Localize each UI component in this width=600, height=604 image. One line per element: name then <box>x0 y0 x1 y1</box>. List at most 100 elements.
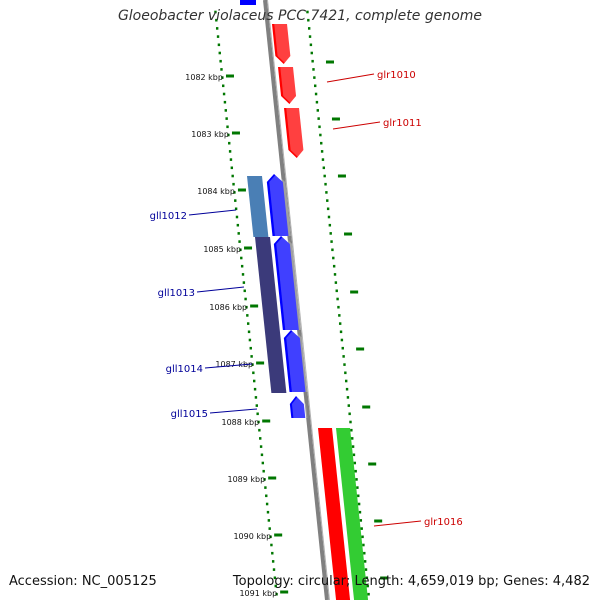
ruler-dot <box>232 182 235 186</box>
ruler-ticks: 1082 kbp 1083 kbp 1084 kbp 1085 kbp 1086 kbp… <box>185 60 389 598</box>
ruler-tick-label: 1084 kbp <box>197 187 235 196</box>
gene-arrows <box>240 0 369 600</box>
ruler-dot <box>311 59 314 63</box>
ruler-dot <box>264 486 267 489</box>
gene-glr1009-arrow-body <box>272 24 291 64</box>
ruler-tick-label: 1086 kbp <box>209 303 247 312</box>
ruler-dot <box>326 207 330 211</box>
gene-glr1016-arrow <box>318 428 351 600</box>
ruler-dot <box>234 207 238 211</box>
gene-label-glr1011: glr1011 <box>383 118 422 129</box>
ruler-dot <box>351 437 354 440</box>
ruler-dot <box>320 150 324 153</box>
gene-gll1014-arrow-body <box>283 330 306 392</box>
ruler-tick-label: 1087 kbp <box>215 360 253 369</box>
ruler-dot <box>270 543 273 547</box>
accession-text: Accession: NC_005125 <box>9 574 157 589</box>
ruler-dot <box>329 232 332 235</box>
ruler-dot <box>216 35 220 38</box>
ruler-dot <box>354 469 357 473</box>
ruler-dot <box>351 445 355 448</box>
ruler-dot <box>366 584 369 588</box>
ruler-dot <box>255 404 258 407</box>
ruler-dot <box>246 322 250 325</box>
gene-leader-line <box>196 286 245 293</box>
ruler-dot <box>271 560 275 563</box>
ruler-dot <box>233 191 236 194</box>
ruler-dot <box>307 18 310 22</box>
ruler-dot <box>241 273 245 276</box>
ruler-dot <box>309 43 313 47</box>
ruler-dot <box>215 27 219 30</box>
ruler-dot <box>246 314 249 317</box>
ruler-dot <box>261 461 265 465</box>
ruler-dot <box>359 519 363 522</box>
outer-dotted-ruler <box>306 10 370 596</box>
gene-glr1010-arrow-body <box>278 67 297 104</box>
gene-leader-line <box>326 73 375 83</box>
gene-leader-line <box>188 209 237 216</box>
ruler-dot <box>307 27 311 30</box>
ruler-dot <box>357 494 360 498</box>
gene-gll1013-arrow <box>273 236 302 330</box>
ruler-dot <box>323 174 326 178</box>
ruler-dot <box>269 535 272 539</box>
gene-glr1011-arrow-body <box>284 108 304 158</box>
ruler-dot <box>322 166 326 170</box>
ruler-tick-mark <box>280 590 289 594</box>
ruler-dot <box>214 10 217 14</box>
gene-labels: glr1010 glr1011 gll1012 gll1013 gll1014 gll10… <box>150 70 463 528</box>
ruler-dot <box>224 109 227 112</box>
ruler-dot <box>236 223 240 227</box>
outer-tick-mark <box>344 232 353 236</box>
ruler-dot <box>344 371 347 375</box>
gene-gll1014-arrow <box>283 330 308 392</box>
ruler-tick-label: 1085 kbp <box>203 245 241 254</box>
gene-label-gll1014: gll1014 <box>166 364 203 375</box>
ruler-dot <box>221 76 224 79</box>
ruler-dot <box>259 445 263 448</box>
ruler-dot <box>254 396 258 399</box>
ruler-dot <box>362 543 365 547</box>
gene-label-gll1012: gll1012 <box>150 211 187 222</box>
map-title: Gloeobacter violaceus PCC 7421, complete… <box>117 8 483 24</box>
ruler-dot <box>258 428 261 432</box>
ruler-tick-mark <box>237 188 246 192</box>
ruler-dot <box>313 76 316 79</box>
ruler-dot <box>247 330 251 334</box>
ruler-dot <box>324 182 327 186</box>
ruler-dot <box>320 141 323 145</box>
gene-gll1015-arrow-shine <box>291 396 308 418</box>
ruler-tick-label: 1091 kbp <box>239 589 277 598</box>
ruler-dot <box>240 264 244 268</box>
outer-tick-mark <box>380 576 389 580</box>
ruler-dot <box>321 158 325 161</box>
gene-gll1014-arrow-shine <box>286 330 308 392</box>
ruler-dot <box>361 535 364 539</box>
ruler-dot <box>235 215 239 219</box>
ruler-dot <box>314 92 318 96</box>
ruler-dot <box>350 428 353 432</box>
ruler-tick-label: 1090 kbp <box>233 532 271 541</box>
gene-gll1015-arrow <box>289 396 308 418</box>
ruler-dot <box>306 10 309 14</box>
ruler-dot <box>332 264 336 268</box>
ruler-dot <box>317 117 320 120</box>
outer-tick-mark <box>325 60 334 64</box>
ruler-dot <box>328 223 332 227</box>
rna-feature-block <box>336 428 369 600</box>
operon-block-dark <box>255 237 287 393</box>
ruler-dot <box>325 191 328 194</box>
ruler-dot <box>308 35 312 38</box>
ruler-dot <box>336 297 339 301</box>
outer-tick-mark <box>356 347 365 351</box>
gene-glr1009-arrow-shine <box>274 24 293 64</box>
gene-label-glr1016: glr1016 <box>424 517 463 528</box>
ruler-dot <box>271 551 274 555</box>
ruler-dot <box>234 199 237 202</box>
ruler-dot <box>217 43 221 47</box>
ruler-dot <box>229 158 233 161</box>
ruler-dot <box>345 387 349 391</box>
outer-tick-mark <box>350 290 359 294</box>
ruler-tick-label: 1083 kbp <box>191 130 229 139</box>
